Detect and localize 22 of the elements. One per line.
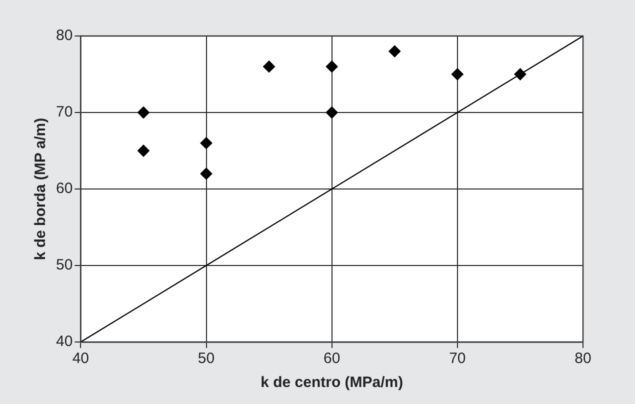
y-tick-label: 80	[56, 27, 73, 44]
point	[388, 45, 401, 58]
point	[326, 60, 338, 73]
x-tick-label: 40	[72, 350, 90, 368]
point	[200, 137, 212, 150]
y-tick-label: 70	[56, 104, 73, 121]
point	[451, 68, 464, 80]
point	[137, 144, 150, 157]
x-tick-label: 50	[198, 350, 215, 368]
point	[263, 60, 276, 73]
y-axis-title: k de borda (MP a/m)	[32, 118, 50, 260]
x-axis-title: k de centro (MPa/m)	[260, 374, 404, 392]
y-tick-label: 50	[56, 256, 73, 274]
point	[514, 68, 526, 80]
point	[200, 168, 212, 180]
x-tick-label: 70	[449, 350, 466, 368]
point	[326, 106, 338, 118]
x-tick-label: 60	[324, 350, 340, 368]
y-tick-label: 40	[56, 333, 73, 350]
point	[137, 106, 150, 118]
y-tick-label: 60	[56, 180, 73, 198]
x-tick-label: 80	[574, 350, 592, 368]
